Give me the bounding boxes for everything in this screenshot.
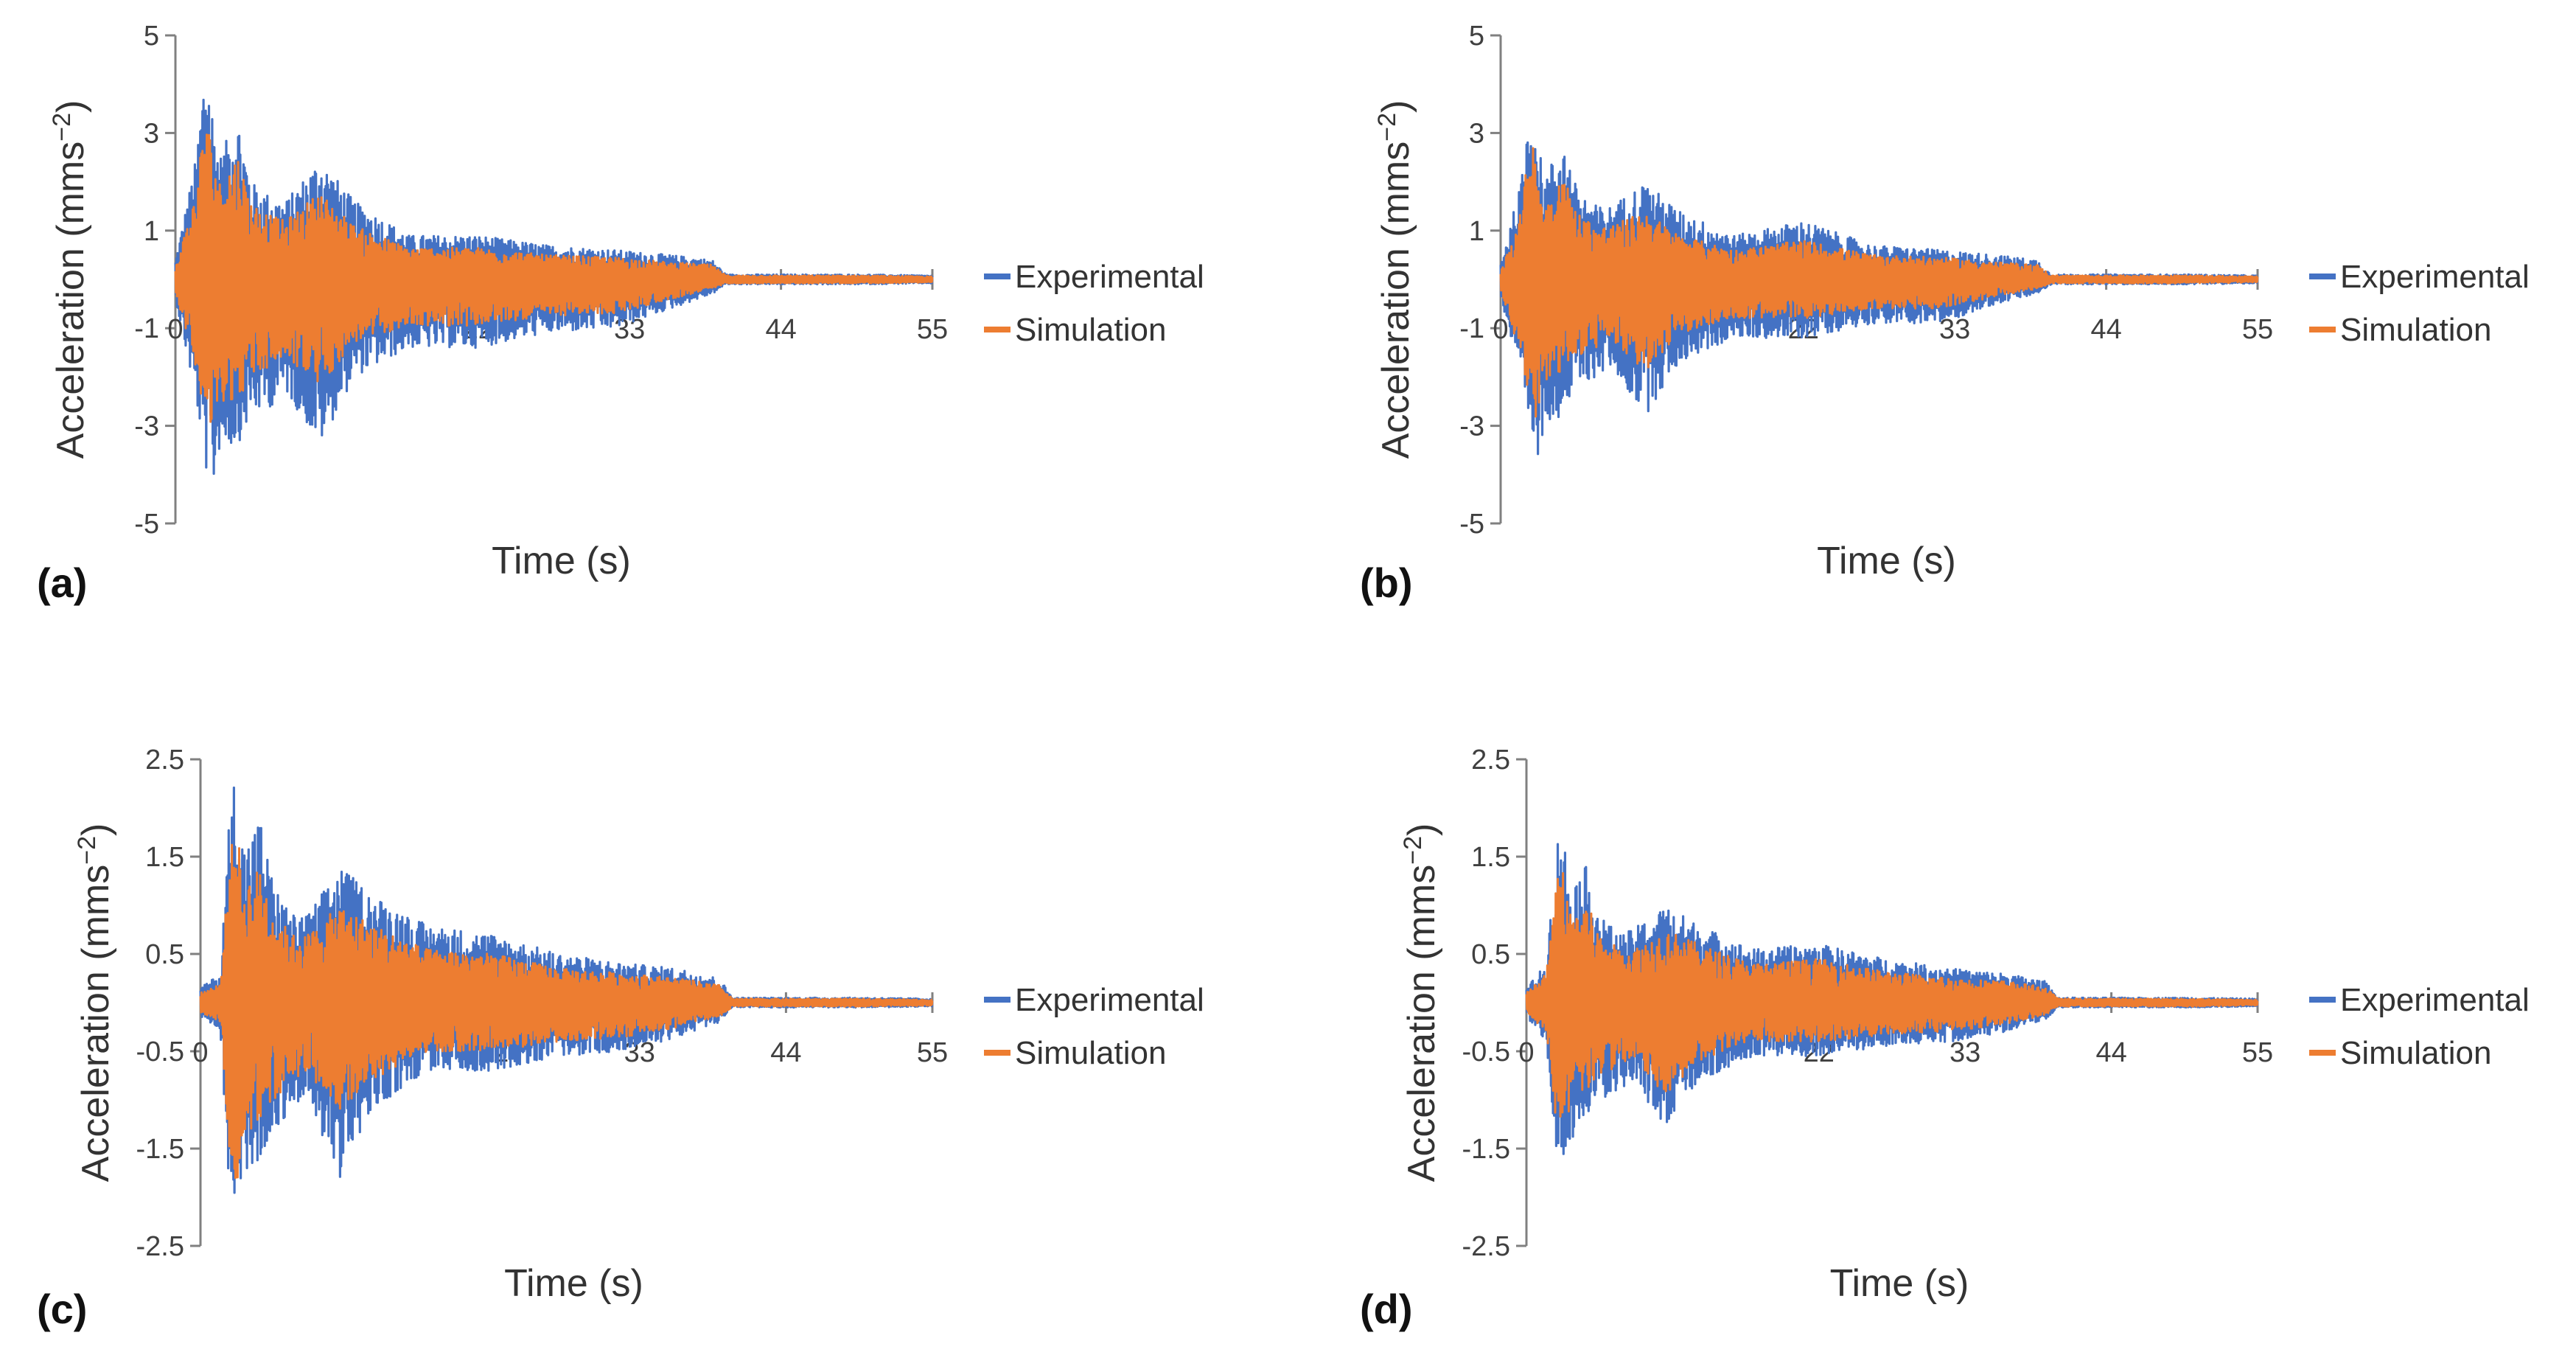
x-axis-title: Time (s) <box>1817 540 1956 582</box>
x-tick-label: 55 <box>2242 314 2273 345</box>
y-axis-title: Acceleration (mms−2) <box>1373 100 1417 459</box>
y-tick-label: -3 <box>134 411 159 442</box>
y-tick-label: 1 <box>144 216 159 247</box>
legend-label-experimental: Experimental <box>1015 259 1204 295</box>
y-axis-title-superscript: −2 <box>1399 836 1427 865</box>
x-tick-label: 33 <box>1950 1037 1980 1068</box>
y-tick-label: -1 <box>134 313 159 344</box>
y-tick-label: 3 <box>144 118 159 149</box>
legend-label-experimental: Experimental <box>2340 259 2530 295</box>
y-axis-title-superscript: −2 <box>1373 113 1401 142</box>
y-axis-title-tail: ) <box>49 100 92 113</box>
y-tick-label: -2.5 <box>136 1231 184 1262</box>
y-axis-title-main: Acceleration (mms <box>74 865 117 1182</box>
x-tick-label: 55 <box>917 1037 948 1068</box>
series-line-simulation <box>1499 147 2259 418</box>
panel-label: (d) <box>1360 1286 1413 1332</box>
panel-label: (b) <box>1360 560 1413 606</box>
y-tick-label: -2.5 <box>1462 1231 1510 1262</box>
chart-panel-d: 2.51.50.5-0.5-1.5-2.50 11 22 33 44 55Accelera… <box>1360 745 2530 1332</box>
legend-label-experimental: Experimental <box>1015 982 1204 1018</box>
legend-label-experimental: Experimental <box>2340 982 2530 1018</box>
x-tick-label: 55 <box>917 314 948 345</box>
series-line-simulation <box>174 133 934 423</box>
x-tick-label: 55 <box>2242 1037 2273 1068</box>
y-axis-title: Acceleration (mms−2) <box>73 823 117 1182</box>
y-axis-title-main: Acceleration (mms <box>1375 142 1417 459</box>
y-tick-label: -1 <box>1459 313 1484 344</box>
y-axis-title-superscript: −2 <box>73 836 101 865</box>
x-tick-label: 0 <box>192 1037 208 1068</box>
y-tick-label: 1 <box>1469 216 1484 247</box>
y-tick-label: -5 <box>1459 509 1484 540</box>
x-tick-label: 44 <box>2090 314 2121 345</box>
legend-label-simulation: Simulation <box>2340 312 2491 348</box>
y-tick-label: 3 <box>1469 118 1484 149</box>
y-tick-label: 2.5 <box>1471 745 1510 776</box>
y-tick-label: 2.5 <box>145 745 184 776</box>
series-line-simulation <box>1525 872 2259 1118</box>
x-tick-label: 44 <box>770 1037 801 1068</box>
y-tick-label: -1.5 <box>136 1134 184 1165</box>
x-tick-label: 33 <box>1939 314 1970 345</box>
x-axis-title: Time (s) <box>1830 1262 1969 1305</box>
y-axis-title-tail: ) <box>1400 823 1443 836</box>
y-tick-label: -0.5 <box>1462 1037 1510 1067</box>
legend-label-simulation: Simulation <box>2340 1035 2491 1071</box>
y-tick-label: -3 <box>1459 411 1484 442</box>
x-tick-label: 44 <box>765 314 796 345</box>
y-axis-title: Acceleration (mms−2) <box>1399 823 1443 1182</box>
x-axis-title: Time (s) <box>492 540 631 582</box>
y-axis-title: Acceleration (mms−2) <box>48 100 92 459</box>
y-tick-label: 1.5 <box>145 842 184 873</box>
legend-label-simulation: Simulation <box>1015 1035 1166 1071</box>
x-tick-label: 0 <box>167 314 183 345</box>
series-line-simulation <box>199 843 934 1180</box>
legend-label-simulation: Simulation <box>1015 312 1166 348</box>
x-tick-label: 0 <box>1493 314 1508 345</box>
y-tick-label: 1.5 <box>1471 842 1510 873</box>
y-axis-title-main: Acceleration (mms <box>1400 865 1443 1182</box>
y-axis-title-tail: ) <box>1375 100 1417 113</box>
chart-panel-c: 2.51.50.5-0.5-1.5-2.50 11 22 33 44 55Accelera… <box>37 745 1204 1332</box>
y-axis-title-tail: ) <box>74 823 117 836</box>
y-tick-label: 5 <box>1469 21 1484 52</box>
y-tick-label: -0.5 <box>136 1037 184 1067</box>
y-tick-label: 5 <box>144 21 159 52</box>
y-tick-label: -1.5 <box>1462 1134 1510 1165</box>
panel-label: (c) <box>37 1286 87 1332</box>
y-tick-label: 0.5 <box>145 939 184 970</box>
x-tick-label: 0 <box>1518 1037 1534 1068</box>
y-axis-title-main: Acceleration (mms <box>49 142 92 459</box>
y-axis-title-superscript: −2 <box>48 113 76 142</box>
panel-label: (a) <box>37 560 87 606</box>
y-tick-label: -5 <box>134 509 159 540</box>
x-tick-label: 44 <box>2095 1037 2126 1068</box>
x-axis-title: Time (s) <box>504 1262 643 1305</box>
y-tick-label: 0.5 <box>1471 939 1510 970</box>
